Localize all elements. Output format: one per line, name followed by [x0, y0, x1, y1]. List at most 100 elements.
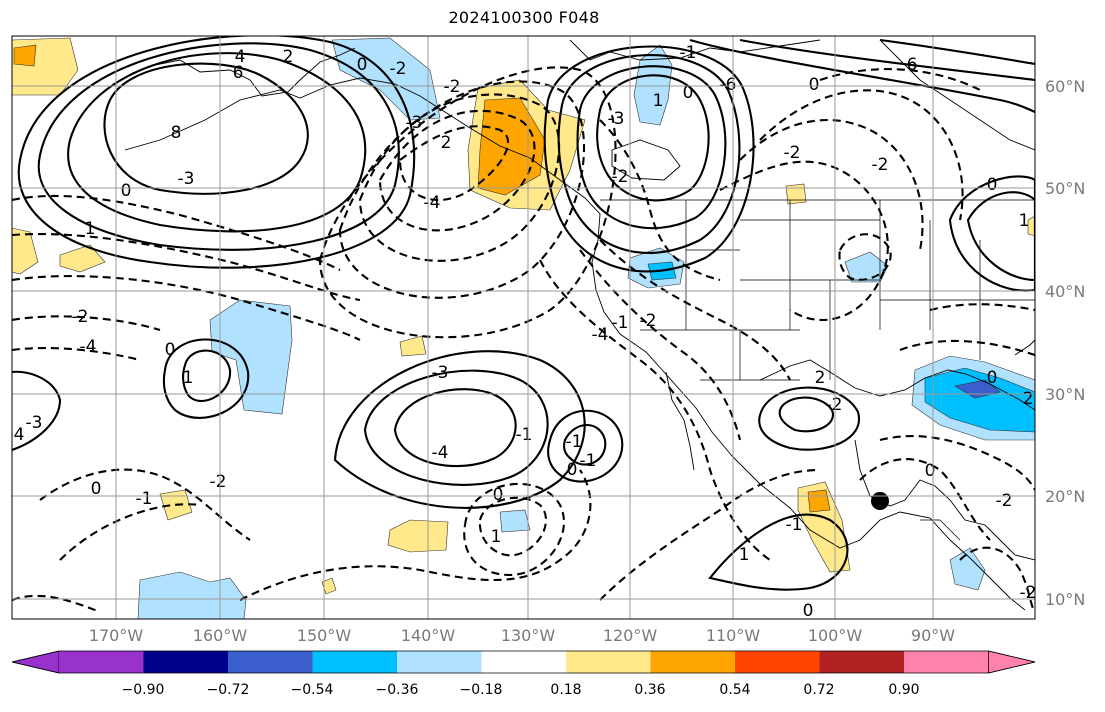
contour-label: -1: [516, 425, 533, 445]
colorbar-segment: [143, 651, 228, 673]
coastline: [665, 371, 695, 471]
contour-label: -3: [406, 113, 423, 133]
dashed-contour: [378, 109, 536, 232]
colorbar-tick: −0.18: [459, 682, 503, 698]
contour-label: 1: [739, 545, 750, 565]
solid-contour: [778, 396, 834, 433]
dashed-contour: [59, 503, 201, 561]
shade-positive: [12, 227, 39, 275]
plot-frame: [11, 35, 1036, 620]
contour-label: 1: [85, 219, 96, 239]
dashed-contour: [318, 66, 617, 339]
contour-label: -1: [680, 43, 697, 63]
colorbar-tick: 0.54: [719, 682, 751, 698]
contour-label: 1: [1019, 211, 1030, 231]
colorbar-segment: [397, 651, 482, 673]
dashed-contour: [759, 89, 964, 221]
dashed-contour: [599, 239, 791, 381]
shade-negative: [137, 571, 247, 619]
contour-label: 1: [491, 527, 502, 547]
contour-label: 0: [987, 368, 998, 388]
contour-label: 2: [1023, 389, 1034, 409]
contour-label: 2: [441, 133, 452, 153]
colorbar-outline: [11, 650, 1036, 674]
solid-contour: [333, 350, 586, 509]
contour-label: -3: [178, 169, 195, 189]
dashed-contour: [819, 68, 981, 91]
contour-label: -2: [1020, 583, 1037, 603]
dashed-contour: [599, 119, 721, 282]
lat-label-60n: 60°N: [1045, 77, 1086, 96]
solid-contour: [966, 191, 1035, 282]
dashed-contour: [879, 435, 1035, 491]
contour-label: 0: [683, 83, 694, 103]
border-layer: [600, 199, 1035, 541]
contour-label: -1: [786, 515, 803, 535]
contour-label: 0: [493, 485, 504, 505]
lon-label-160w: 160°W: [192, 626, 248, 645]
colorbar-tick: 0.36: [634, 682, 666, 698]
solid-contour: [547, 409, 624, 483]
colorbar-tick: 0.90: [888, 682, 920, 698]
colorbar-segment: [735, 651, 820, 673]
solid-contour: [596, 74, 710, 202]
solid-contour: [879, 38, 1035, 66]
solid-contour: [12, 370, 62, 451]
contour-label: -2: [210, 472, 227, 492]
dashed-contour: [39, 468, 251, 541]
colorbar-segment: [481, 651, 566, 673]
contour-label: 2: [283, 47, 294, 67]
dashed-contour: [929, 303, 1035, 312]
dashed-contour: [838, 233, 892, 281]
contour-label: 1: [653, 91, 664, 111]
contour-label: -1: [580, 451, 597, 471]
colorbar-tick: −0.54: [290, 682, 334, 698]
shade-positive: [807, 489, 831, 513]
contour-label: 0: [357, 55, 368, 75]
contour-label: -2: [72, 307, 89, 327]
dashed-contour: [12, 594, 101, 613]
solid-contour: [393, 388, 517, 468]
solid-contour: [948, 175, 1035, 292]
contour-label: -2: [444, 77, 461, 97]
contour-label: 0: [121, 181, 132, 201]
lon-label-150w: 150°W: [296, 626, 352, 645]
coastline: [124, 77, 601, 215]
contour-label: -2: [612, 167, 629, 187]
contour-label: -2: [826, 395, 843, 415]
contour-label: -2: [872, 155, 889, 175]
solid-contour: [689, 38, 1035, 113]
colorbar-segment: [228, 651, 313, 673]
shade-negative: [949, 547, 986, 591]
contour-label: 0: [91, 479, 102, 499]
colorbar-tick: 0.18: [550, 682, 582, 698]
colorbar-tick: −0.72: [206, 682, 250, 698]
contour-label: 0: [987, 175, 998, 195]
map-title: 2024100300 F048: [448, 8, 600, 27]
shade-positive: [1027, 215, 1035, 237]
colorbar-segment: [904, 651, 989, 673]
contour-label: 1: [183, 368, 194, 388]
coastline: [759, 359, 1035, 411]
lat-label-10n: 10°N: [1045, 590, 1086, 609]
contour-label: 4: [235, 47, 246, 67]
contour-label: 8: [171, 123, 182, 143]
dashed-contour: [719, 160, 889, 322]
lat-label-20n: 20°N: [1045, 487, 1086, 506]
solid-contour: [557, 54, 741, 254]
contour-label: -6: [720, 75, 737, 95]
coastline: [149, 47, 356, 97]
dashed-contour: [398, 125, 510, 201]
shade-negative: [331, 37, 441, 121]
solid-contour: [543, 45, 755, 273]
dashed-contour: [959, 546, 1035, 613]
colorbar-tick: 0.72: [803, 682, 835, 698]
border: [920, 519, 961, 541]
dashed-contour: [12, 194, 341, 271]
contour-label: -2: [640, 311, 657, 331]
shade-positive: [13, 44, 37, 67]
dashed-contour: [899, 339, 1035, 356]
lat-label-30n: 30°N: [1045, 385, 1086, 404]
contour-label: -3: [432, 363, 449, 383]
